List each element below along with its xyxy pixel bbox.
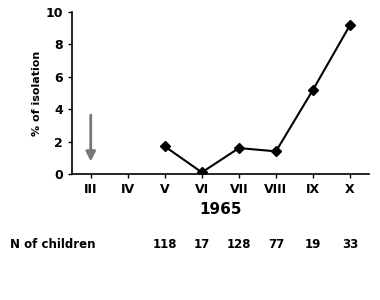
Text: 118: 118 [153,238,177,251]
X-axis label: 1965: 1965 [199,202,242,217]
Text: 128: 128 [227,238,251,251]
Text: N of children: N of children [10,238,95,251]
Text: 19: 19 [305,238,321,251]
Text: 17: 17 [194,238,210,251]
Y-axis label: % of isolation: % of isolation [32,50,41,136]
Text: 33: 33 [342,238,358,251]
Text: 77: 77 [268,238,284,251]
